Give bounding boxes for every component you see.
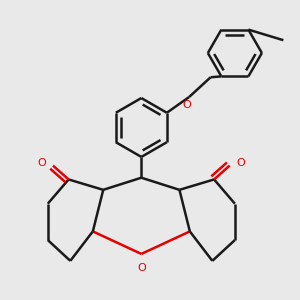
Text: O: O — [137, 262, 146, 273]
Text: O: O — [237, 158, 245, 168]
Text: O: O — [37, 158, 46, 168]
Text: O: O — [182, 100, 191, 110]
